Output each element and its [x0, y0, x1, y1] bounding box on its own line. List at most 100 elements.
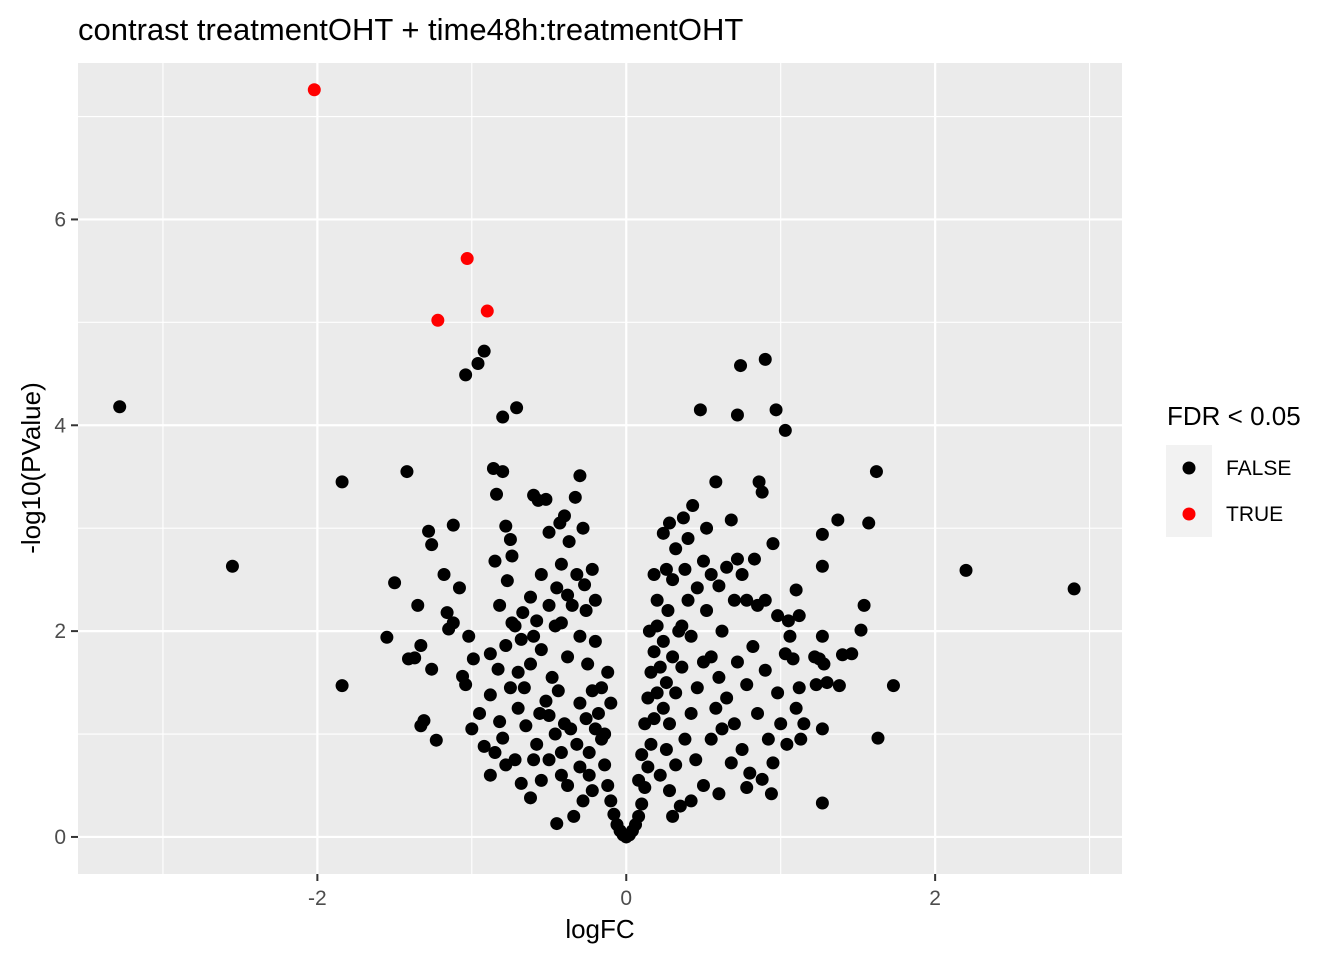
- data-point: [659, 742, 673, 756]
- data-point: [845, 647, 859, 661]
- data-point: [635, 797, 649, 811]
- data-point: [656, 526, 670, 540]
- data-point: [514, 632, 528, 646]
- data-point: [752, 475, 766, 489]
- data-point: [573, 696, 587, 710]
- data-point: [727, 717, 741, 731]
- data-point: [505, 549, 519, 563]
- data-point: [1067, 582, 1081, 596]
- data-point: [815, 629, 829, 643]
- data-point: [533, 706, 547, 720]
- y-axis-ticks: 0 2 4 6: [54, 208, 78, 849]
- data-point: [686, 499, 700, 513]
- significant-point: [431, 313, 445, 327]
- data-point: [650, 593, 664, 607]
- legend-dot-true: [1182, 507, 1196, 521]
- data-point: [582, 768, 596, 782]
- data-point: [761, 732, 775, 746]
- data-point: [483, 688, 497, 702]
- data-point: [581, 657, 595, 671]
- legend: FDR < 0.05 FALSE TRUE: [1166, 401, 1301, 537]
- data-point: [561, 650, 575, 664]
- data-point: [797, 717, 811, 731]
- data-point: [676, 511, 690, 525]
- data-point: [735, 568, 749, 582]
- data-point: [783, 629, 797, 643]
- data-point: [693, 403, 707, 417]
- data-point: [490, 487, 504, 501]
- data-point: [582, 746, 596, 760]
- data-point: [591, 706, 605, 720]
- x-tick-label: 0: [620, 887, 632, 910]
- data-point: [709, 701, 723, 715]
- data-point: [545, 670, 559, 684]
- data-point: [588, 722, 602, 736]
- data-point: [503, 533, 517, 547]
- data-point: [659, 676, 673, 690]
- data-point: [429, 733, 443, 747]
- data-point: [466, 652, 480, 666]
- data-point: [508, 753, 522, 767]
- data-point: [817, 657, 831, 671]
- data-point: [712, 670, 726, 684]
- data-point: [684, 794, 698, 808]
- legend-dot-false: [1182, 461, 1196, 475]
- data-point: [534, 568, 548, 582]
- data-point: [746, 640, 760, 654]
- data-point: [644, 665, 658, 679]
- data-point: [669, 686, 683, 700]
- plot-panel: [78, 63, 1122, 874]
- data-point: [503, 681, 517, 695]
- data-point: [792, 609, 806, 623]
- data-point: [794, 732, 808, 746]
- data-point: [871, 731, 885, 745]
- data-point: [462, 629, 476, 643]
- data-point: [661, 604, 675, 618]
- data-point: [414, 719, 428, 733]
- data-point: [570, 568, 584, 582]
- data-point: [854, 623, 868, 637]
- data-point: [335, 679, 349, 693]
- data-point: [465, 722, 479, 736]
- data-point: [567, 809, 581, 823]
- data-point: [524, 657, 538, 671]
- data-point: [554, 768, 568, 782]
- data-point: [604, 794, 618, 808]
- data-point: [425, 662, 439, 676]
- data-point: [471, 357, 485, 371]
- data-point: [632, 773, 646, 787]
- data-point: [442, 622, 456, 636]
- data-point: [758, 352, 772, 366]
- grid-lines: [78, 63, 1122, 874]
- data-point: [704, 568, 718, 582]
- data-point: [764, 787, 778, 801]
- data-point: [561, 778, 575, 792]
- data-point: [527, 753, 541, 767]
- data-point: [579, 604, 593, 618]
- data-point: [730, 552, 744, 566]
- data-point: [751, 706, 765, 720]
- data-point: [675, 660, 689, 674]
- data-point: [446, 518, 460, 532]
- data-point: [557, 509, 571, 523]
- data-point: [786, 652, 800, 666]
- data-point: [678, 562, 692, 576]
- data-points: [113, 83, 1081, 844]
- data-point: [588, 593, 602, 607]
- data-point: [638, 717, 652, 731]
- data-point: [568, 490, 582, 504]
- data-point: [809, 678, 823, 692]
- data-point: [735, 742, 749, 756]
- data-point: [656, 634, 670, 648]
- data-point: [499, 639, 513, 653]
- data-point: [519, 719, 533, 733]
- y-axis-title: -log10(PValue): [16, 382, 46, 554]
- data-point: [709, 475, 723, 489]
- data-point: [704, 732, 718, 746]
- data-point: [700, 521, 714, 535]
- data-point: [780, 737, 794, 751]
- data-point: [488, 746, 502, 760]
- data-point: [510, 401, 524, 415]
- data-point: [730, 655, 744, 669]
- data-point: [690, 681, 704, 695]
